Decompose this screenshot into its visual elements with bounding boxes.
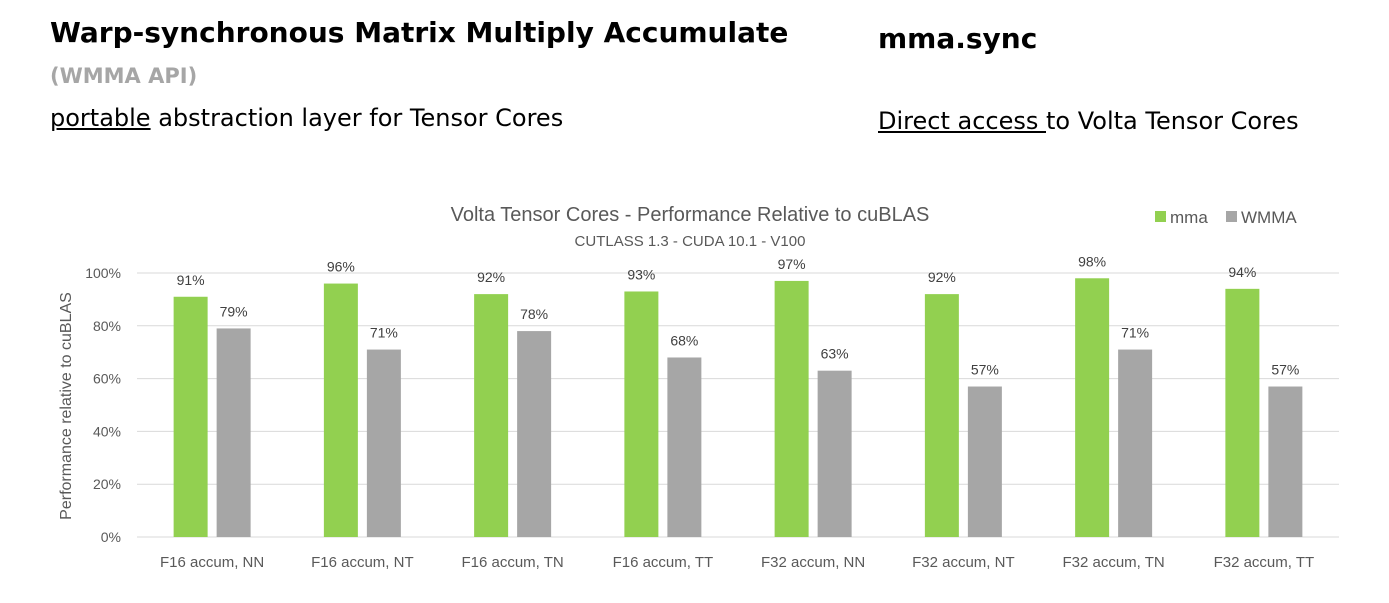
bar-mma [1225, 288, 1260, 537]
x-tick-label: F16 accum, NN [160, 554, 264, 571]
y-tick-label: 80% [93, 318, 121, 334]
legend-swatch-wmma [1226, 211, 1237, 222]
bar-wmma [1268, 386, 1303, 537]
data-label: 63% [821, 346, 849, 362]
left-subtitle: (WMMA API) [50, 64, 198, 88]
chart-bars: 91% 79% 96% 71% 92% 78% 93% 68% 97% 63% 92% 57% 98% 7… [173, 253, 1303, 537]
bar-mma [323, 283, 358, 537]
data-label: 57% [1271, 362, 1299, 378]
data-label: 94% [1228, 264, 1256, 280]
data-label: 91% [177, 272, 205, 288]
data-label: 71% [370, 325, 398, 341]
left-description-underlined: portable [50, 104, 151, 132]
right-description: Direct access to Volta Tensor Cores [878, 107, 1299, 135]
bar-mma [624, 291, 659, 537]
bar-wmma [817, 370, 852, 537]
data-label: 71% [1121, 325, 1149, 341]
x-tick-label: F32 accum, NN [761, 554, 865, 571]
x-tick-label: F16 accum, NT [311, 554, 414, 571]
bar-mma [774, 280, 809, 537]
left-title: Warp-synchronous Matrix Multiply Accumul… [50, 16, 789, 49]
right-description-underlined: Direct access [878, 107, 1046, 135]
data-label: 57% [971, 362, 999, 378]
y-tick-label: 60% [93, 371, 121, 387]
chart-subtitle: CUTLASS 1.3 - CUDA 10.1 - V100 [575, 233, 806, 250]
bar-mma [1075, 278, 1110, 537]
data-label: 93% [627, 266, 655, 282]
data-label: 78% [520, 306, 548, 322]
y-axis-label: Performance relative to cuBLAS [58, 292, 75, 520]
legend-label: mma [1170, 208, 1208, 227]
y-tick-label: 0% [101, 529, 121, 545]
chart-title: Volta Tensor Cores - Performance Relativ… [451, 204, 930, 226]
left-description-rest: abstraction layer for Tensor Cores [150, 104, 564, 132]
y-axis-ticks: 0% 20% 40% 60% 80% 100% [85, 265, 121, 545]
x-tick-label: F32 accum, NT [912, 554, 1015, 571]
legend-swatch-mma [1155, 211, 1166, 222]
x-tick-label: F16 accum, TN [461, 554, 563, 571]
y-tick-label: 40% [93, 423, 121, 439]
data-label: 68% [670, 332, 698, 348]
data-label: 98% [1078, 253, 1106, 269]
data-label: 92% [477, 269, 505, 285]
right-description-rest: to Volta Tensor Cores [1046, 107, 1299, 135]
bar-wmma [1118, 349, 1153, 537]
data-label: 92% [928, 269, 956, 285]
bar-wmma [216, 328, 251, 537]
legend-label: WMMA [1241, 208, 1297, 227]
bar-mma [924, 294, 959, 537]
data-label: 79% [220, 303, 248, 319]
chart-gridlines [137, 272, 1339, 538]
performance-bar-chart: Volta Tensor Cores - Performance Relativ… [58, 204, 1339, 571]
bar-wmma [366, 349, 401, 537]
x-tick-label: F32 accum, TT [1214, 554, 1315, 571]
data-label: 97% [778, 256, 806, 272]
y-tick-label: 20% [93, 476, 121, 492]
bar-wmma [667, 357, 702, 537]
y-tick-label: 100% [85, 265, 121, 281]
bar-wmma [517, 331, 552, 537]
right-title: mma.sync [878, 22, 1038, 55]
x-tick-label: F32 accum, TN [1062, 554, 1164, 571]
bar-mma [474, 294, 509, 537]
bar-mma [173, 296, 208, 537]
chart-legend: mma WMMA [1155, 208, 1297, 227]
x-tick-label: F16 accum, TT [613, 554, 714, 571]
left-description: portable abstraction layer for Tensor Co… [50, 104, 563, 132]
x-axis-ticks: F16 accum, NN F16 accum, NT F16 accum, TN F… [160, 554, 1314, 571]
bar-wmma [967, 386, 1002, 537]
data-label: 96% [327, 259, 355, 275]
